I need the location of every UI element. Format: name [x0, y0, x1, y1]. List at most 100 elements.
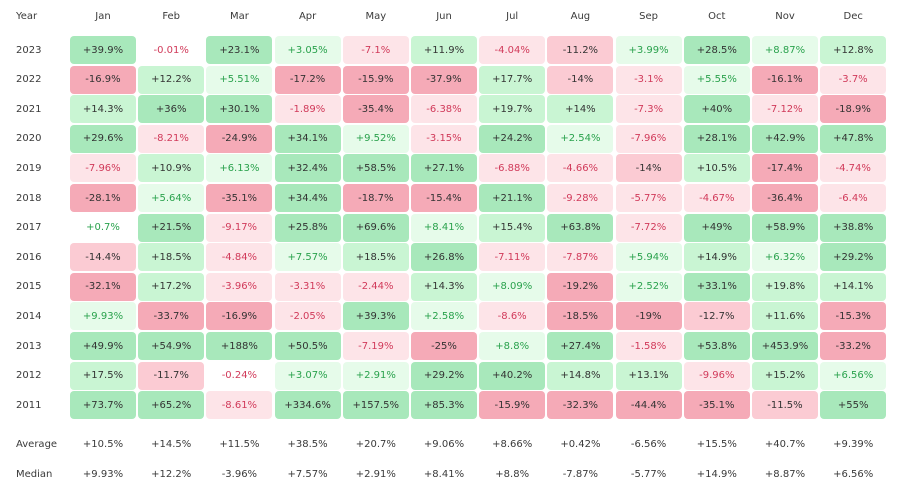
heatmap-cell-2013-oct: +53.8% — [683, 332, 750, 360]
month-header-feb: Feb — [162, 10, 181, 22]
heatmap-cell-2020-dec: +47.8% — [820, 124, 887, 153]
summary-median-jan: +9.93% — [82, 468, 124, 480]
heatmap-cell-2023-feb: -0.01% — [153, 44, 189, 56]
month-header-mar: Mar — [229, 10, 249, 22]
heatmap-cell-2013-apr: +50.5% — [274, 332, 341, 360]
heatmap-cell-2015-jun: +14.3% — [411, 272, 477, 301]
heatmap-cell-2018-may: -18.7% — [342, 184, 409, 212]
heatmap-cell-2017-nov: +58.9% — [752, 213, 818, 242]
heatmap-cell-2023-dec: +12.8% — [820, 36, 887, 64]
heatmap-cell-2013-nov: +453.9% — [752, 332, 818, 360]
heatmap-cell-2019-sep: -14% — [615, 154, 682, 183]
heatmap-cell-2023-jul: -4.04% — [479, 36, 546, 64]
month-header-apr: Apr — [298, 10, 317, 22]
year-label-2011: 2011 — [16, 399, 42, 411]
heatmap-cell-2011-may: +157.5% — [342, 391, 409, 420]
heatmap-cell-2019-oct: +10.5% — [683, 154, 750, 183]
heatmap-cell-2012-aug: +14.8% — [547, 361, 614, 390]
heatmap-cell-2018-jun: -15.4% — [411, 184, 477, 212]
heatmap-cell-2020-nov: +42.9% — [752, 124, 818, 153]
summary-average-may: +20.7% — [355, 438, 396, 450]
heatmap-cell-2012-jul: +40.2% — [479, 361, 546, 390]
summary-average-mar: +11.5% — [219, 438, 260, 450]
heatmap-cell-2021-feb: +36% — [138, 95, 205, 124]
heatmap-cell-2011-nov: -11.5% — [752, 391, 818, 420]
summary-average-feb: +14.5% — [151, 438, 192, 450]
heatmap-cell-2019-jun: +27.1% — [411, 154, 477, 183]
heatmap-cell-2012-nov: +15.2% — [752, 361, 818, 390]
heatmap-cell-2011-apr: +334.6% — [274, 391, 341, 420]
heatmap-cell-2023-apr: +3.05% — [274, 36, 341, 64]
heatmap-cell-2012-may: +2.91% — [342, 361, 409, 390]
heatmap-cell-2022-dec: -3.7% — [820, 65, 887, 94]
heatmap-cell-2021-jul: +19.7% — [479, 95, 546, 124]
summary-average-aug: +0.42% — [560, 438, 601, 450]
summary-median-oct: +14.9% — [696, 468, 737, 480]
heatmap-cell-2012-dec: +6.56% — [820, 361, 887, 390]
heatmap-cell-2020-jan: +29.6% — [70, 124, 136, 153]
heatmap-cell-2011-dec: +55% — [820, 391, 887, 420]
month-header-jul: Jul — [506, 10, 519, 22]
heatmap-cell-2017-jan: +0.7% — [86, 222, 120, 234]
heatmap-cell-2018-feb: +5.64% — [138, 184, 205, 212]
heatmap-cell-2014-jul: -8.6% — [479, 302, 546, 331]
month-header-dec: Dec — [843, 10, 863, 22]
heatmap-cell-2017-mar: -9.17% — [206, 213, 273, 242]
heatmap-cell-2016-aug: -7.87% — [547, 243, 614, 272]
heatmap-cell-2016-oct: +14.9% — [683, 243, 750, 272]
heatmap-cell-2011-jul: -15.9% — [479, 391, 546, 420]
heatmap-cell-2020-oct: +28.1% — [683, 124, 750, 153]
year-label-2015: 2015 — [16, 281, 42, 293]
month-header-aug: Aug — [570, 10, 591, 22]
heatmap-cell-2012-sep: +13.1% — [615, 361, 682, 390]
year-label-2022: 2022 — [16, 74, 42, 86]
year-column-header: Year — [16, 10, 38, 22]
heatmap-cell-2023-aug: -11.2% — [547, 36, 614, 64]
heatmap-cell-2015-may: -2.44% — [342, 272, 409, 301]
heatmap-cell-2013-may: -7.19% — [342, 332, 409, 360]
heatmap-cell-2020-may: +9.52% — [342, 124, 409, 153]
heatmap-cell-2021-oct: +40% — [683, 95, 750, 124]
summary-median-dec: +6.56% — [833, 468, 874, 480]
heatmap-cell-2012-jan: +17.5% — [70, 361, 136, 390]
heatmap-cell-2012-mar: -0.24% — [221, 370, 258, 382]
heatmap-cell-2016-sep: +5.94% — [615, 243, 682, 272]
heatmap-cell-2022-mar: +5.51% — [206, 65, 273, 94]
heatmap-cell-2013-mar: +188% — [206, 332, 273, 360]
heatmap-cell-2013-dec: -33.2% — [820, 332, 887, 360]
heatmap-cell-2012-jun: +29.2% — [411, 361, 477, 390]
summary-average-sep: -6.56% — [630, 438, 667, 450]
heatmap-cell-2021-nov: -7.12% — [752, 95, 818, 124]
heatmap-cell-2023-jan: +39.9% — [70, 36, 136, 64]
heatmap-cell-2022-nov: -16.1% — [752, 65, 818, 94]
heatmap-cell-2014-oct: -12.7% — [683, 302, 750, 331]
heatmap-cell-2018-apr: +34.4% — [274, 184, 341, 212]
heatmap-cell-2013-sep: -1.58% — [615, 332, 682, 360]
heatmap-cell-2017-jun: +8.41% — [411, 213, 477, 242]
heatmap-cell-2016-nov: +6.32% — [752, 243, 818, 272]
heatmap-cell-2013-jan: +49.9% — [70, 332, 136, 360]
summary-average-apr: +38.5% — [287, 438, 328, 450]
heatmap-cell-2017-oct: +49% — [683, 213, 750, 242]
heatmap-cell-2021-jun: -6.38% — [411, 95, 477, 124]
heatmap-cell-2022-jan: -16.9% — [70, 65, 136, 94]
heatmap-cell-2015-aug: -19.2% — [547, 272, 614, 301]
heatmap-cell-2020-feb: -8.21% — [138, 124, 205, 153]
heatmap-cell-2013-jul: +8.8% — [479, 332, 546, 360]
heatmap-cell-2021-aug: +14% — [547, 95, 614, 124]
heatmap-cell-2016-jan: -14.4% — [70, 243, 136, 272]
heatmap-cell-2023-nov: +8.87% — [752, 36, 818, 64]
year-label-2018: 2018 — [16, 192, 42, 204]
heatmap-cell-2016-jul: -7.11% — [479, 243, 546, 272]
summary-median-may: +2.91% — [355, 468, 396, 480]
summary-average-jun: +9.06% — [423, 438, 465, 450]
heatmap-cell-2016-mar: -4.84% — [206, 243, 273, 272]
summary-average-nov: +40.7% — [764, 438, 806, 450]
heatmap-cell-2018-jul: +21.1% — [479, 184, 546, 212]
heatmap-cell-2017-dec: +38.8% — [820, 213, 887, 242]
year-label-2017: 2017 — [16, 222, 42, 234]
month-header-sep: Sep — [639, 10, 659, 22]
heatmap-cell-2011-jun: +85.3% — [411, 391, 477, 420]
heatmap-cell-2022-aug: -14% — [547, 65, 614, 94]
